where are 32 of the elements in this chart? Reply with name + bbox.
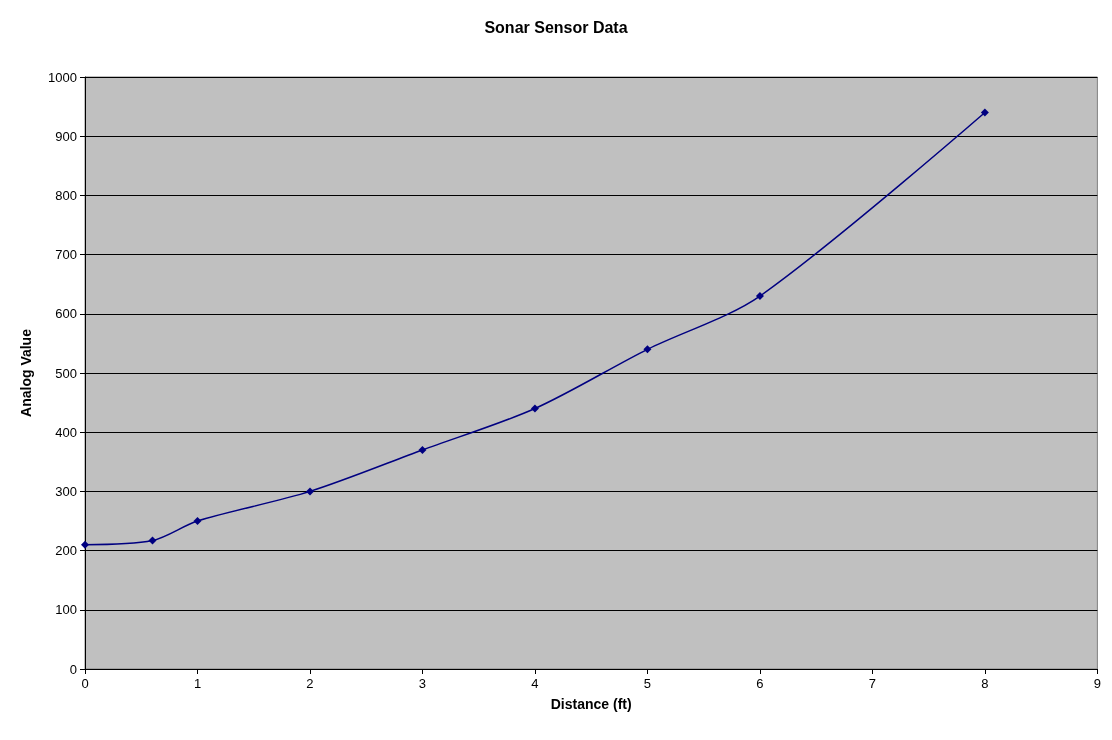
x-tick-label: 0 bbox=[81, 676, 89, 691]
y-tick-label: 500 bbox=[55, 365, 77, 381]
y-tick-label: 400 bbox=[55, 424, 77, 440]
y-tick-label: 300 bbox=[55, 483, 77, 499]
x-tick-label: 8 bbox=[981, 676, 989, 691]
x-tick-label: 1 bbox=[193, 676, 202, 691]
y-tick-label: 800 bbox=[55, 187, 77, 203]
point bbox=[980, 108, 989, 117]
x-tick-label: 7 bbox=[868, 676, 877, 691]
chart-title: Sonar Sensor Data bbox=[484, 18, 628, 36]
y-tick-label: 100 bbox=[55, 602, 77, 618]
point bbox=[305, 487, 314, 496]
x-tick-label: 2 bbox=[306, 676, 314, 691]
x-tick-label: 5 bbox=[643, 676, 652, 691]
y-tick-label: 200 bbox=[55, 543, 77, 559]
y-tick-label: 1000 bbox=[48, 69, 77, 85]
x-axis-title: Distance (ft) bbox=[550, 696, 632, 712]
x-tick-label: 6 bbox=[756, 676, 764, 691]
y-axis-title: Analog Value bbox=[18, 328, 34, 417]
point bbox=[755, 292, 764, 301]
y-tick-label: 900 bbox=[55, 128, 77, 144]
y-tick-label: 600 bbox=[55, 306, 77, 322]
point bbox=[418, 445, 427, 454]
point bbox=[530, 404, 539, 413]
y-tick-label: 700 bbox=[55, 247, 77, 263]
point bbox=[643, 345, 652, 354]
y-tick-label: 0 bbox=[69, 661, 77, 677]
point bbox=[148, 536, 157, 545]
x-tick-label: 4 bbox=[531, 676, 539, 691]
x-tick-label: 9 bbox=[1093, 676, 1101, 691]
x-tick-label: 3 bbox=[418, 676, 427, 691]
point bbox=[193, 517, 202, 525]
